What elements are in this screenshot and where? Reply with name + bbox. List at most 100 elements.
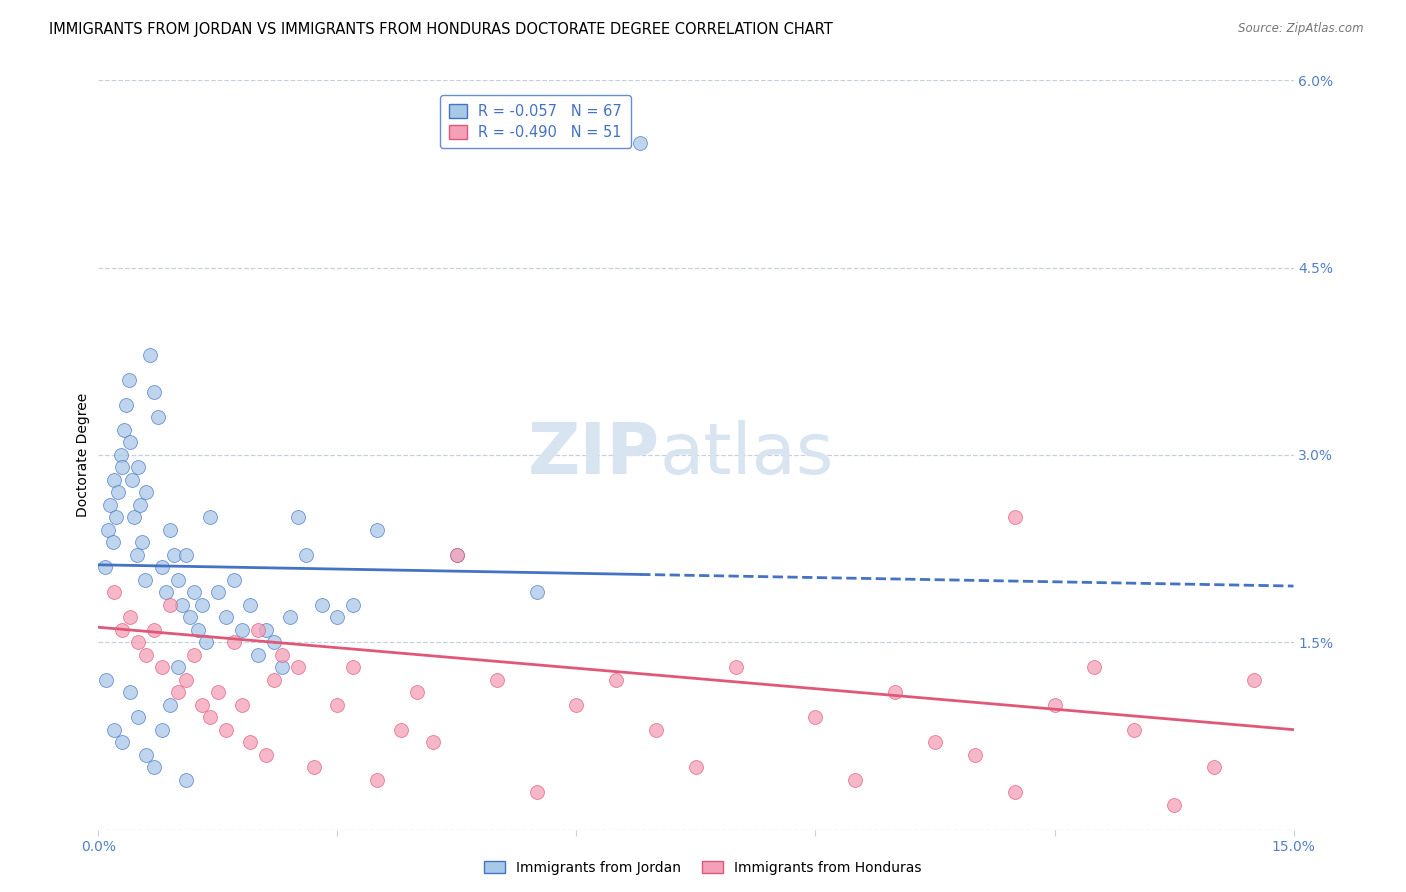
Point	[1123, 723, 1146, 737]
Point	[120, 435, 142, 450]
Point	[148, 410, 170, 425]
Point	[120, 685, 142, 699]
Point	[222, 635, 245, 649]
Point	[246, 648, 269, 662]
Point	[174, 673, 197, 687]
Point	[94, 560, 117, 574]
Text: atlas: atlas	[661, 420, 835, 490]
Point	[159, 523, 181, 537]
Text: IMMIGRANTS FROM JORDAN VS IMMIGRANTS FROM HONDURAS DOCTORATE DEGREE CORRELATION : IMMIGRANTS FROM JORDAN VS IMMIGRANTS FRO…	[49, 22, 832, 37]
Point	[135, 747, 157, 762]
Point	[143, 760, 166, 774]
Point	[103, 723, 125, 737]
Point	[179, 610, 201, 624]
Point	[1202, 760, 1225, 774]
Point	[120, 610, 142, 624]
Point	[422, 735, 444, 749]
Point	[1004, 785, 1026, 799]
Point	[150, 660, 173, 674]
Point	[804, 710, 827, 724]
Point	[174, 772, 197, 787]
Point	[135, 485, 157, 500]
Point	[326, 610, 349, 624]
Point	[111, 460, 134, 475]
Point	[163, 548, 186, 562]
Point	[222, 573, 245, 587]
Point	[167, 573, 190, 587]
Point	[191, 698, 214, 712]
Point	[311, 598, 333, 612]
Point	[191, 598, 214, 612]
Point	[406, 685, 429, 699]
Point	[239, 598, 262, 612]
Point	[104, 510, 127, 524]
Point	[287, 510, 309, 524]
Point	[183, 648, 205, 662]
Point	[1163, 797, 1185, 812]
Point	[326, 698, 349, 712]
Point	[963, 747, 986, 762]
Point	[263, 673, 285, 687]
Point	[125, 548, 148, 562]
Point	[183, 585, 205, 599]
Text: ZIP: ZIP	[527, 420, 661, 490]
Point	[115, 398, 138, 412]
Legend: Immigrants from Jordan, Immigrants from Honduras: Immigrants from Jordan, Immigrants from …	[479, 855, 927, 880]
Point	[111, 623, 134, 637]
Point	[366, 772, 388, 787]
Point	[924, 735, 946, 749]
Point	[96, 673, 118, 687]
Point	[1004, 510, 1026, 524]
Y-axis label: Doctorate Degree: Doctorate Degree	[76, 392, 90, 517]
Point	[231, 623, 253, 637]
Point	[167, 660, 190, 674]
Point	[526, 585, 548, 599]
Legend: R = -0.057   N = 67, R = -0.490   N = 51: R = -0.057 N = 67, R = -0.490 N = 51	[440, 95, 631, 148]
Point	[127, 635, 149, 649]
Point	[270, 660, 292, 674]
Point	[118, 373, 141, 387]
Point	[254, 747, 277, 762]
Point	[155, 585, 177, 599]
Point	[485, 673, 508, 687]
Point	[128, 498, 150, 512]
Point	[884, 685, 907, 699]
Point	[294, 548, 316, 562]
Point	[526, 785, 548, 799]
Point	[1043, 698, 1066, 712]
Point	[254, 623, 277, 637]
Point	[645, 723, 668, 737]
Point	[159, 698, 181, 712]
Point	[628, 136, 651, 150]
Point	[724, 660, 747, 674]
Point	[1243, 673, 1265, 687]
Point	[174, 548, 197, 562]
Point	[207, 585, 229, 599]
Point	[446, 548, 468, 562]
Point	[287, 660, 309, 674]
Point	[446, 548, 468, 562]
Point	[342, 598, 364, 612]
Point	[139, 348, 162, 362]
Point	[239, 735, 262, 749]
Point	[246, 623, 269, 637]
Text: Source: ZipAtlas.com: Source: ZipAtlas.com	[1239, 22, 1364, 36]
Point	[565, 698, 588, 712]
Point	[605, 673, 627, 687]
Point	[103, 585, 125, 599]
Point	[135, 648, 157, 662]
Point	[187, 623, 209, 637]
Point	[198, 510, 221, 524]
Point	[342, 660, 364, 674]
Point	[110, 448, 132, 462]
Point	[159, 598, 181, 612]
Point	[121, 473, 143, 487]
Point	[127, 710, 149, 724]
Point	[101, 535, 124, 549]
Point	[111, 735, 134, 749]
Point	[1083, 660, 1105, 674]
Point	[366, 523, 388, 537]
Point	[150, 723, 173, 737]
Point	[195, 635, 218, 649]
Point	[134, 573, 156, 587]
